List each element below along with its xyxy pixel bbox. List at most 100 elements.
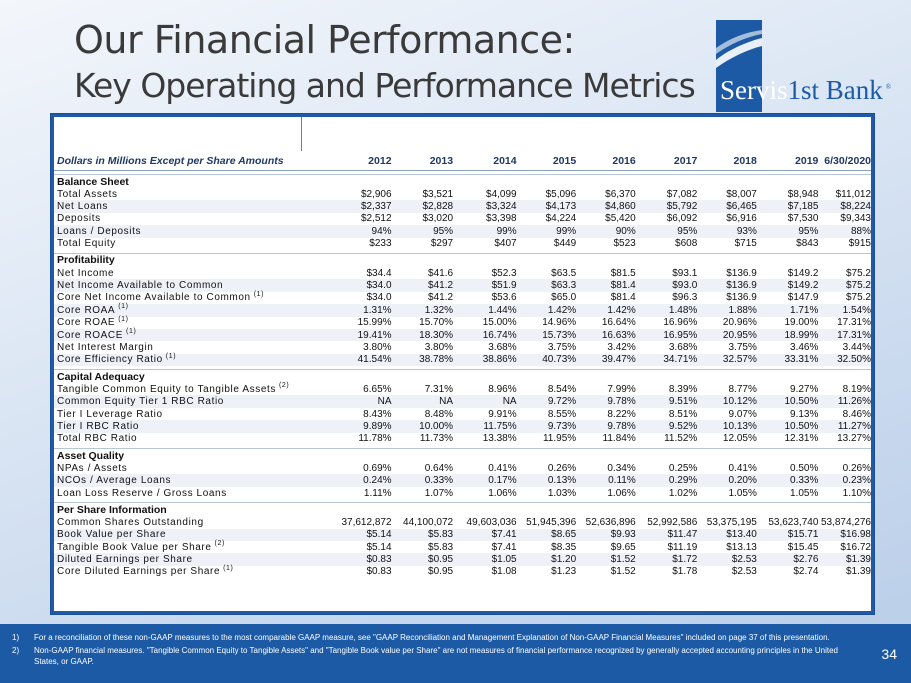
table-cell: 44,100,072 [403, 516, 454, 528]
table-cell: $34.0 [366, 292, 392, 304]
table-cell: 15.99% [357, 317, 392, 329]
row-label: Core Net Income Available to Common (1) [54, 291, 298, 303]
table-cell: $93.1 [672, 267, 698, 279]
table-cell: 9.73% [547, 420, 577, 432]
table-cell: 39.47% [601, 354, 636, 366]
table-cell: 10.50% [784, 396, 819, 408]
table-cell: $2.76 [793, 554, 819, 566]
table-cell: 1.54% [842, 304, 871, 316]
table-cell: $3,398 [486, 213, 517, 225]
table-cell: 13.27% [837, 433, 871, 445]
table-cell: $5,096 [545, 188, 577, 200]
table-cell: 1.05% [790, 487, 819, 499]
table-cell: 9.51% [668, 396, 698, 408]
table-cell: $11,012 [835, 188, 871, 200]
footnote-marker: (1) [165, 353, 177, 361]
table-cell: 9.07% [728, 408, 757, 420]
table-row: Net Income $34.4 $41.6 $52.3 $63.5 $81.5 $93.1… [54, 267, 871, 279]
row-label-text: Net Loans [57, 201, 108, 213]
table-cell: $136.9 [726, 267, 757, 279]
table-cell: 6.65% [363, 383, 392, 395]
row-label: Common Equity Tier 1 RBC Ratio [54, 396, 298, 407]
table-cell: $6,092 [666, 213, 698, 225]
table-cell: $2,828 [422, 201, 454, 213]
table-cell: 3.75% [547, 341, 577, 353]
table-row: Loan Loss Reserve / Gross Loans 1.11% 1.07… [54, 487, 871, 499]
year-header: 2015 [552, 154, 577, 167]
table-cell: 17.31% [837, 317, 871, 329]
table-cell: 15.70% [419, 317, 454, 329]
row-label: NPAs / Assets [54, 463, 298, 474]
table-cell: 0.41% [488, 462, 517, 474]
table-cell: 0.20% [728, 475, 757, 487]
row-label-text: Core ROAE [57, 317, 116, 329]
table-cell: $1.78 [672, 566, 698, 578]
table-cell: $1.20 [551, 554, 577, 566]
table-cell: 0.17% [488, 475, 517, 487]
table-cell: 3.80% [424, 341, 454, 353]
table-cell: 10.50% [784, 420, 819, 432]
table-cell: 15.00% [482, 317, 517, 329]
table-cell: $15.45 [787, 541, 819, 553]
table-cell: $1.08 [491, 566, 517, 578]
row-label-text: Common Shares Outstanding [57, 516, 204, 528]
table-cell: NA [502, 396, 517, 408]
table-cell: 8.48% [424, 408, 454, 420]
row-label-text: Total RBC Ratio [57, 433, 138, 445]
row-label: Core ROAE (1) [54, 316, 298, 329]
table-cell: $8,007 [726, 188, 757, 200]
table-cell: 19.41% [357, 329, 392, 341]
table-cell: $0.83 [366, 566, 392, 578]
table-cell: 1.48% [668, 304, 698, 316]
table-cell: $5,792 [666, 201, 698, 213]
table-body: Balance Sheet Total Assets $2,906 $3,521 $4,… [54, 171, 871, 578]
table-cell: $6,465 [726, 201, 757, 213]
table-row: Total Equity $233 $297 $407 $449 $523 $608 $715… [54, 238, 871, 250]
table-row: Tangible Common Equity to Tangible Asset… [54, 382, 871, 395]
table-cell: $915 [848, 238, 871, 250]
metrics-table: Dollars in Millions Except per Share Amo… [50, 113, 875, 615]
table-cell: 37,612,872 [341, 516, 392, 528]
table-cell: 11.73% [419, 433, 454, 445]
table-cell: 0.11% [608, 475, 636, 487]
row-label: Core Diluted Earnings per Share (1) [54, 565, 298, 577]
section-header: Balance Sheet [54, 174, 871, 188]
table-cell: $1.52 [610, 554, 636, 566]
page-number: 34 [881, 646, 897, 662]
year-header: 6/30/2020 [824, 154, 871, 167]
table-cell: 99% [556, 225, 577, 237]
section-header: Asset Quality [54, 448, 871, 463]
table-cell: 51,945,396 [526, 516, 577, 528]
table-cell: 0.29% [668, 475, 698, 487]
logo-registered-mark: ® [885, 83, 892, 91]
table-row: Total Assets $2,906 $3,521 $4,099 $5,096 $6,3… [54, 188, 871, 200]
table-cell: $4,224 [545, 213, 577, 225]
table-cell: 18.99% [784, 329, 819, 341]
table-cell: $9,343 [840, 213, 871, 225]
table-cell: $3,020 [422, 213, 454, 225]
table-cell: 0.13% [547, 475, 577, 487]
table-cell: $63.3 [551, 280, 577, 292]
table-cell: $41.2 [428, 280, 454, 292]
table-cell: $2.53 [731, 566, 757, 578]
year-header: 2018 [733, 154, 757, 167]
row-label: Loans / Deposits [54, 226, 298, 237]
table-row: Core ROAE (1) 15.99% 15.70% 15.00% 14.96% 16.6… [54, 316, 871, 329]
row-label-text: Common Equity Tier 1 RBC Ratio [57, 396, 224, 408]
table-cell: 99% [496, 225, 517, 237]
table-cell: 11.84% [602, 433, 636, 445]
table-cell: 11.26% [837, 396, 871, 408]
table-cell: 0.33% [790, 475, 819, 487]
table-cell: 33.31% [784, 354, 819, 366]
table-cell: 11.75% [483, 420, 517, 432]
table-cell: $41.2 [428, 292, 454, 304]
footnote-marker: (1) [223, 565, 234, 573]
table-cell: 0.41% [728, 462, 757, 474]
table-cell: $233 [369, 238, 392, 250]
table-cell: 8.39% [668, 383, 698, 395]
row-label: NCOs / Average Loans [54, 475, 298, 486]
table-cell: 0.69% [363, 462, 392, 474]
table-row: Core ROAA (1) 1.31% 1.32% 1.44% 1.42% 1.42% 1.4… [54, 303, 871, 317]
table-cell: $63.5 [551, 267, 577, 279]
table-cell: 3.68% [488, 341, 517, 353]
